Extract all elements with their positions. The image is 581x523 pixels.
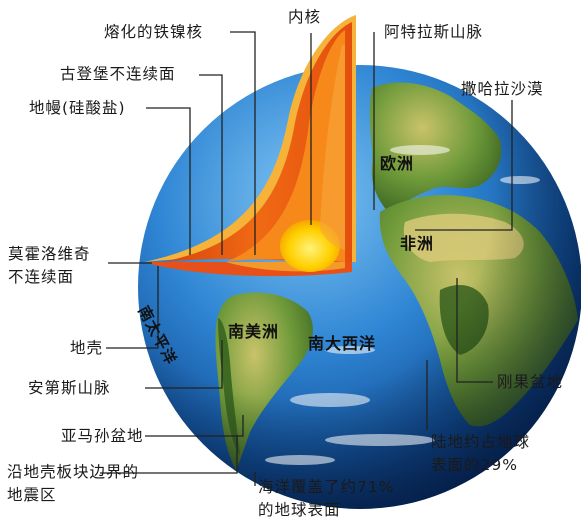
label-ocean-line1: 海洋覆盖了约71% bbox=[258, 478, 395, 496]
label-amazon-basin: 亚马孙盆地 bbox=[61, 427, 144, 445]
label-moho-line2: 不连续面 bbox=[8, 268, 75, 286]
label-ocean-line2: 的地球表面 bbox=[258, 501, 341, 519]
label-sahara-desert: 撒哈拉沙漠 bbox=[461, 80, 544, 98]
label-molten-core: 熔化的铁镍核 bbox=[104, 23, 204, 41]
label-inner-core: 内核 bbox=[288, 8, 322, 26]
label-moho-line1: 莫霍洛维奇 bbox=[8, 245, 91, 263]
label-quake-line2: 地震区 bbox=[7, 486, 57, 504]
label-south-atlantic: 南大西洋 bbox=[308, 334, 377, 353]
label-atlas-mountains: 阿特拉斯山脉 bbox=[384, 23, 484, 41]
label-land-line1: 陆地约占地球 bbox=[431, 433, 531, 451]
outer-core-layer bbox=[226, 30, 345, 262]
label-europe: 欧洲 bbox=[380, 154, 415, 173]
label-gutenberg-discontinuity: 古登堡不连续面 bbox=[60, 65, 176, 83]
label-land-line2: 表面的29% bbox=[431, 456, 518, 474]
leader-lines bbox=[100, 31, 513, 486]
label-africa: 非洲 bbox=[400, 234, 435, 253]
earth-interior-cutaway bbox=[144, 15, 356, 277]
label-crust: 地壳 bbox=[70, 339, 104, 357]
label-congo-basin: 刚果盆地 bbox=[497, 373, 564, 391]
label-south-america: 南美洲 bbox=[228, 322, 280, 341]
label-quake-line1: 沿地壳板块边界的 bbox=[7, 463, 140, 481]
label-mantle: 地幔(硅酸盐) bbox=[29, 99, 126, 117]
label-andes: 安第斯山脉 bbox=[28, 379, 111, 397]
